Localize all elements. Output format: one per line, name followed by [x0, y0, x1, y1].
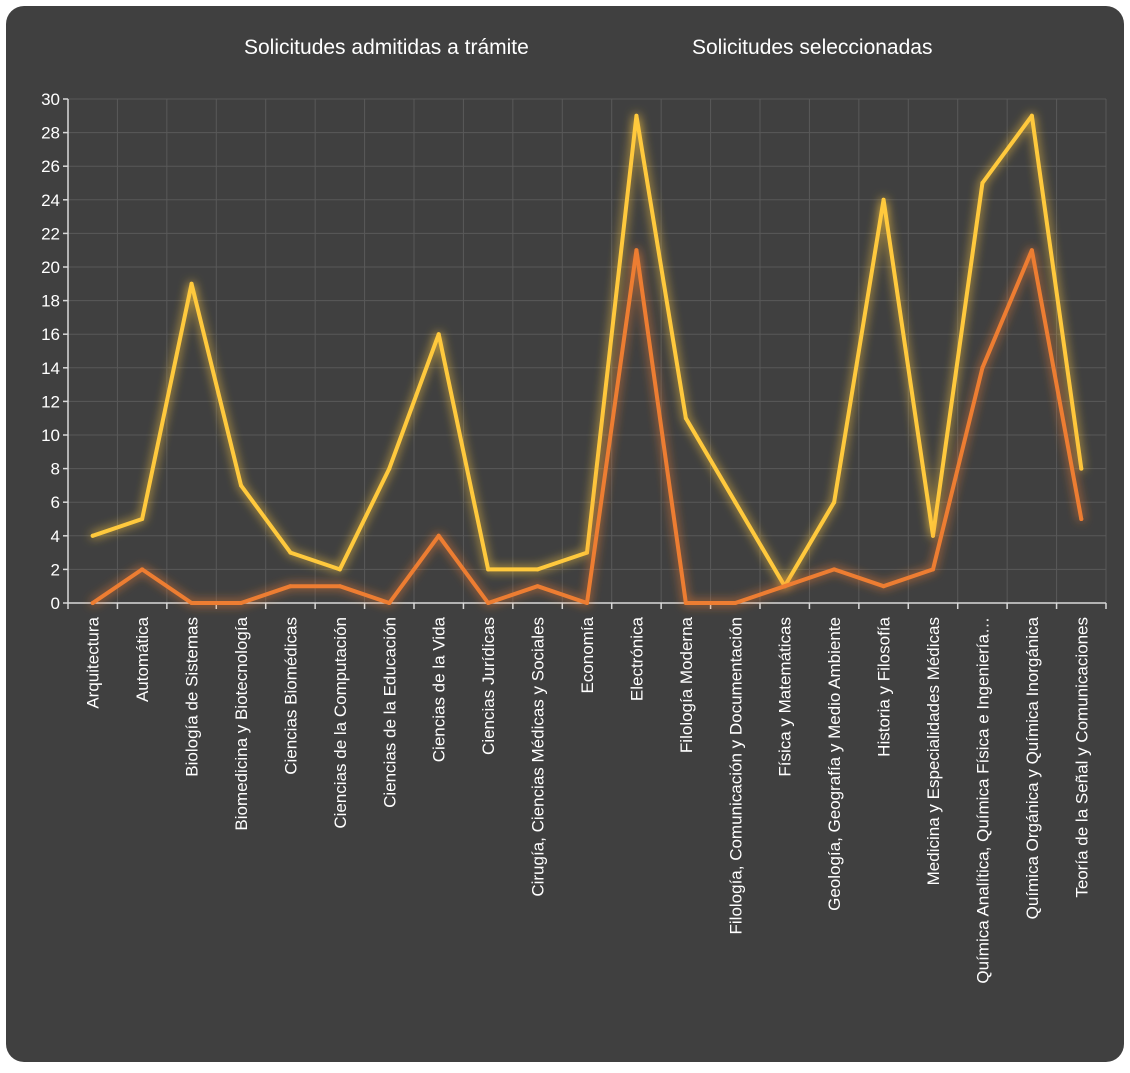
- y-tick-label: 24: [41, 191, 60, 210]
- data-point-series-1: [239, 483, 243, 488]
- data-point-series-1: [288, 550, 293, 555]
- data-point-series-1: [486, 567, 491, 572]
- data-point-series-1: [387, 466, 392, 471]
- x-tick-label: Biología de Sistemas: [183, 617, 202, 777]
- data-point-series-2: [436, 533, 441, 538]
- data-point-series-2: [980, 365, 985, 370]
- data-point-series-2: [189, 601, 194, 605]
- data-point-series-1: [140, 517, 145, 521]
- x-tick-label: Química Orgánica y Química Inorgánica: [1023, 616, 1042, 919]
- data-point-series-1: [881, 197, 886, 202]
- data-point-series-1: [1079, 466, 1084, 471]
- x-tick-label: Historia y Filosofía: [875, 616, 894, 756]
- data-point-series-1: [189, 281, 194, 286]
- x-tick-label: Biomedicina y Biotecnología: [232, 616, 251, 830]
- x-tick-label: Filología Moderna: [677, 616, 696, 753]
- x-tick-label: Ciencias de la Educación: [380, 617, 399, 808]
- y-tick-label: 20: [41, 258, 60, 277]
- data-point-series-1: [535, 567, 540, 572]
- data-point-series-1: [90, 533, 95, 538]
- y-tick-label: 4: [51, 527, 60, 546]
- data-point-series-2: [881, 584, 886, 589]
- data-point-series-2: [733, 601, 738, 605]
- y-tick-label: 12: [41, 392, 60, 411]
- data-point-series-1: [585, 550, 589, 555]
- data-point-series-1: [733, 500, 738, 505]
- x-tick-label: Física y Matemáticas: [776, 617, 795, 777]
- data-point-series-2: [782, 584, 787, 589]
- data-point-series-1: [980, 181, 985, 185]
- data-point-series-1: [634, 113, 639, 118]
- y-tick-label: 14: [41, 359, 60, 378]
- x-tick-label: Economía: [578, 616, 597, 693]
- data-point-series-2: [535, 584, 540, 589]
- x-tick-label: Ciencias Biomédicas: [281, 617, 300, 775]
- data-point-series-1: [931, 533, 935, 538]
- y-tick-label: 18: [41, 292, 60, 311]
- chart-background: [6, 6, 1124, 1062]
- data-point-series-1: [1029, 113, 1034, 118]
- legend-label-2: Solicitudes seleccionadas: [692, 36, 932, 59]
- y-tick-label: 2: [51, 560, 60, 579]
- data-point-series-2: [585, 601, 589, 605]
- x-tick-label: Geología, Geografía y Medio Ambiente: [825, 617, 844, 911]
- data-point-series-1: [436, 332, 441, 337]
- x-tick-label: Filología, Comunicación y Documentación: [726, 617, 745, 935]
- data-point-series-2: [634, 248, 639, 253]
- data-point-series-2: [1029, 248, 1034, 253]
- y-tick-label: 8: [51, 460, 60, 479]
- data-point-series-2: [387, 601, 392, 605]
- y-tick-label: 26: [41, 157, 60, 176]
- data-point-series-2: [931, 567, 935, 572]
- y-tick-label: 22: [41, 224, 60, 243]
- legend: Solicitudes admitidas a trámite Solicitud…: [184, 36, 932, 59]
- x-tick-label: Cirugía, Ciencias Médicas y Sociales: [529, 617, 548, 897]
- x-tick-label: Ciencias Jurídicas: [479, 617, 498, 755]
- x-tick-label: Química Analítica, Química Física e Inge…: [973, 617, 992, 984]
- data-point-series-2: [288, 584, 293, 589]
- x-tick-label: Electrónica: [627, 616, 646, 701]
- data-point-series-2: [337, 584, 342, 589]
- data-point-series-2: [683, 601, 688, 605]
- y-tick-label: 16: [41, 325, 60, 344]
- y-tick-label: 6: [51, 493, 60, 512]
- data-point-series-2: [486, 601, 491, 605]
- data-point-series-2: [239, 601, 243, 605]
- data-point-series-2: [140, 567, 145, 572]
- x-tick-label: Ciencias de la Vida: [430, 616, 449, 762]
- x-tick-label: Ciencias de la Computación: [331, 617, 350, 829]
- data-point-series-1: [337, 567, 342, 572]
- data-point-series-1: [832, 500, 837, 505]
- x-tick-label: Arquitectura: [84, 616, 103, 708]
- y-tick-label: 28: [41, 124, 60, 143]
- data-point-series-2: [832, 567, 837, 572]
- data-point-series-1: [683, 416, 688, 421]
- x-tick-label: Medicina y Especialidades Médicas: [924, 617, 943, 885]
- grid: [68, 98, 1107, 603]
- data-point-series-2: [1079, 517, 1084, 521]
- y-tick-label: 0: [51, 594, 60, 613]
- series-lines: [90, 113, 1084, 605]
- y-tick-label: 10: [41, 426, 60, 445]
- x-tick-label: Automática: [133, 616, 152, 702]
- legend-label-1: Solicitudes admitidas a trámite: [244, 36, 529, 59]
- y-tick-label: 30: [41, 90, 60, 109]
- x-tick-label: Teoría de la Señal y Comunicaciones: [1072, 617, 1091, 898]
- data-point-series-2: [90, 601, 95, 605]
